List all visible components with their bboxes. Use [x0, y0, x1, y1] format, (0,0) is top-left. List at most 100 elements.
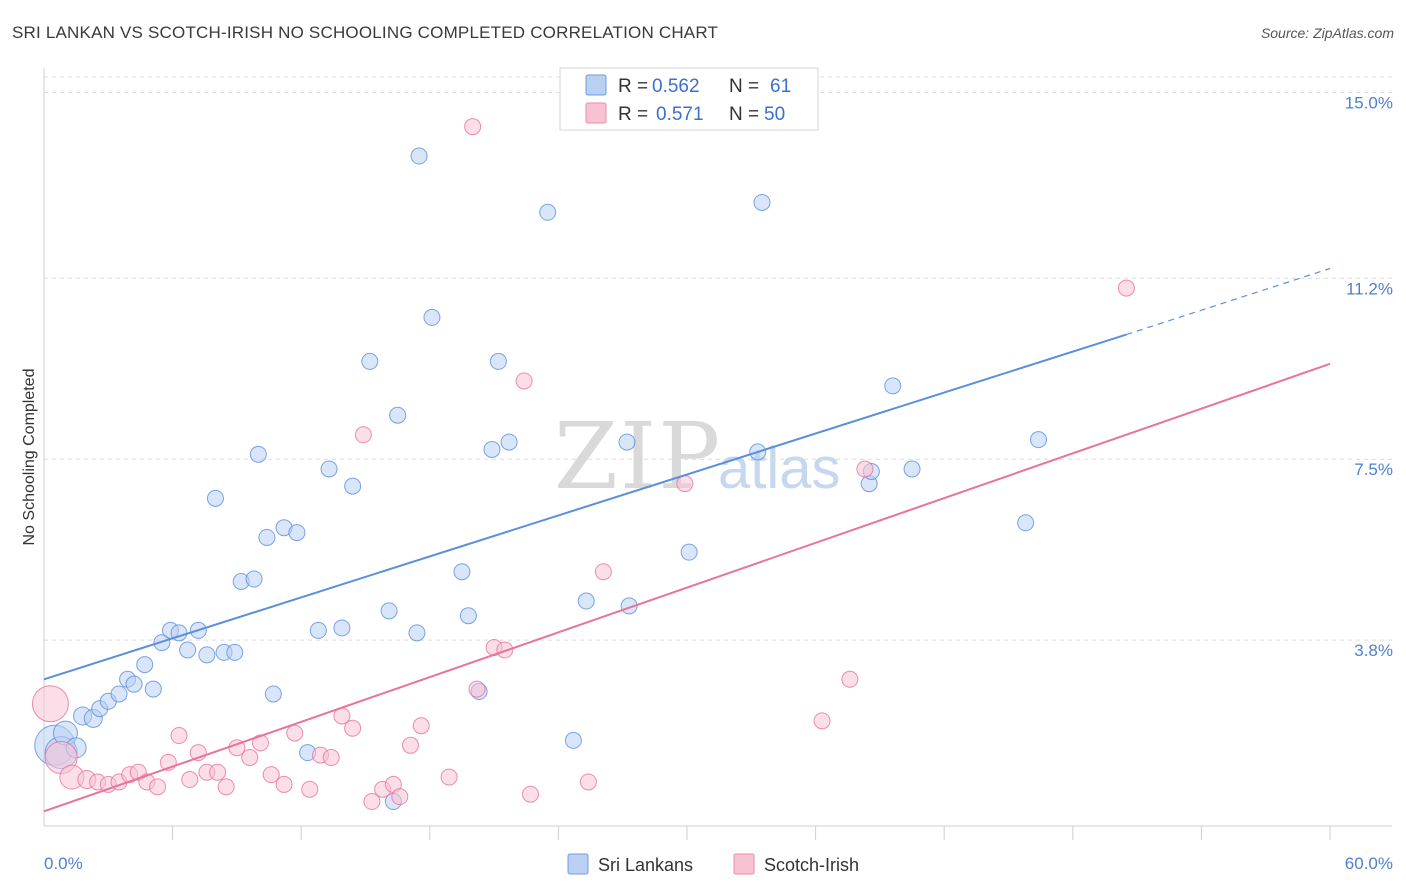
sri-lankans-point-37 — [408, 624, 426, 642]
series-legend-swatch-sri-lankans — [567, 853, 589, 875]
scotch-irish-point-36 — [440, 768, 458, 786]
stats-legend: R = 0.562 N = 61 R = 0.571 N = 50 — [559, 67, 819, 131]
scotch-irish-point-13 — [181, 771, 199, 789]
sri-lankans-point-12 — [144, 680, 162, 698]
sri-lankans-point-25 — [258, 528, 276, 546]
sri-lankans-point-46 — [539, 203, 557, 221]
sri-lankans-point-16 — [179, 641, 197, 659]
sri-lankans-point-59 — [1017, 514, 1035, 532]
y-tick-labels: 3.8% 7.5% 11.2% 15.0% — [1345, 93, 1393, 660]
legend-n-label-1: N = — [729, 76, 759, 97]
watermark-atlas: atlas — [718, 436, 841, 501]
sri-lankans-point-52 — [680, 543, 698, 561]
y-tick-label-2: 11.2% — [1346, 279, 1393, 298]
scotch-irish-point-38 — [468, 680, 486, 698]
scotch-irish-point-34 — [402, 736, 420, 754]
gridlines — [44, 76, 1392, 641]
sri-lankans-point-19 — [206, 489, 224, 507]
legend-n-label-2: N = — [729, 104, 759, 125]
scotch-irish-point-28 — [344, 719, 362, 737]
scotch-irish-point-17 — [217, 778, 235, 796]
scotch-irish-point-0 — [31, 685, 69, 723]
legend-n-value-2: 50 — [764, 104, 785, 125]
scotch-irish-point-48 — [856, 460, 874, 478]
sri-lankans-point-45 — [500, 433, 518, 451]
sri-lankans-point-36 — [389, 406, 407, 424]
sri-lankans-point-43 — [483, 440, 501, 458]
scotch-irish-point-16 — [209, 763, 227, 781]
sri-lankans-point-57 — [884, 377, 902, 395]
legend-r-value-2: 0.571 — [656, 104, 704, 125]
sri-lankans-point-31 — [320, 460, 338, 478]
x-tick-label-0: 0.0% — [44, 854, 83, 873]
sri-lankans-point-35 — [380, 602, 398, 620]
sri-lankans-point-26 — [264, 685, 282, 703]
legend-swatch-scotch-irish — [585, 102, 607, 124]
scotch-irish-point-29 — [354, 426, 372, 444]
x-tick-marks — [172, 826, 1331, 840]
scotch-irish-point-26 — [322, 749, 340, 767]
scotch-irish-point-33 — [391, 788, 409, 806]
scotch-irish-point-44 — [594, 563, 612, 581]
scotch-irish-point-12 — [170, 727, 188, 745]
scotch-irish-point-46 — [813, 712, 831, 730]
scotch-irish-point-23 — [286, 724, 304, 742]
scotch-irish-point-42 — [522, 785, 540, 803]
sri-lankans-point-58 — [903, 460, 921, 478]
series-legend: Sri Lankans Scotch-Irish — [567, 853, 859, 875]
sri-lankans-point-49 — [577, 592, 595, 610]
scotch-irish-point-35 — [412, 717, 430, 735]
sri-lankans-trend-line — [43, 333, 1127, 681]
legend-r-value-1: 0.562 — [652, 76, 700, 97]
sri-lankans-point-60 — [1030, 431, 1048, 449]
scatter-points — [31, 118, 1135, 811]
scotch-irish-trend-line — [43, 362, 1331, 813]
watermark-zip: ZIP — [554, 403, 722, 510]
legend-r-label-2: R = — [618, 104, 648, 125]
sri-lankans-trend-extension — [1126, 267, 1331, 336]
chart-source: Source: ZipAtlas.com — [1261, 25, 1394, 41]
scotch-irish-point-37 — [464, 118, 482, 136]
sri-lankans-point-54 — [753, 193, 771, 211]
trend-lines — [43, 267, 1331, 813]
scotch-irish-point-22 — [275, 775, 293, 793]
y-tick-label-1: 7.5% — [1354, 460, 1393, 479]
scotch-irish-point-10 — [149, 778, 167, 796]
series-legend-label-scotch-irish: Scotch-Irish — [764, 855, 859, 875]
legend-swatch-sri-lankans — [585, 74, 607, 96]
sri-lankans-point-21 — [226, 643, 244, 661]
scotch-irish-point-47 — [841, 670, 859, 688]
sri-lankans-point-10 — [125, 675, 143, 693]
sri-lankans-point-44 — [489, 352, 507, 370]
sri-lankans-point-28 — [288, 524, 306, 542]
sri-lankans-point-24 — [249, 445, 267, 463]
scotch-irish-point-30 — [363, 793, 381, 811]
sri-lankans-point-34 — [361, 352, 379, 370]
legend-r-label-1: R = — [618, 76, 648, 97]
scotch-irish-point-19 — [241, 749, 259, 767]
x-tick-labels: 0.0% 60.0% — [44, 854, 1393, 873]
sri-lankans-point-48 — [564, 731, 582, 749]
series-legend-label-sri-lankans: Sri Lankans — [598, 855, 693, 875]
legend-n-value-1: 61 — [770, 76, 791, 97]
y-tick-label-3: 15.0% — [1345, 93, 1393, 112]
sri-lankans-point-38 — [410, 147, 428, 165]
sri-lankans-point-41 — [459, 607, 477, 625]
sri-lankans-point-50 — [618, 433, 636, 451]
scotch-irish-point-21 — [262, 766, 280, 784]
scotch-irish-point-20 — [251, 734, 269, 752]
sri-lankans-point-30 — [309, 621, 327, 639]
sri-lankans-point-33 — [344, 477, 362, 495]
y-tick-label-0: 3.8% — [1354, 641, 1393, 660]
watermark: ZIP atlas — [554, 403, 841, 510]
y-axis-label: No Schooling Completed — [21, 369, 38, 546]
scotch-irish-point-45 — [676, 475, 694, 493]
scotch-irish-point-41 — [515, 372, 533, 390]
sri-lankans-point-8 — [110, 685, 128, 703]
sri-lankans-point-11 — [136, 656, 154, 674]
x-tick-label-1: 60.0% — [1345, 854, 1393, 873]
sri-lankans-point-40 — [453, 563, 471, 581]
scotch-irish-point-43 — [579, 773, 597, 791]
sri-lankans-point-18 — [198, 646, 216, 664]
